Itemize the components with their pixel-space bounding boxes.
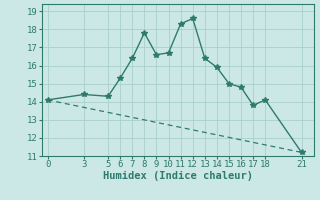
X-axis label: Humidex (Indice chaleur): Humidex (Indice chaleur) bbox=[103, 171, 252, 181]
